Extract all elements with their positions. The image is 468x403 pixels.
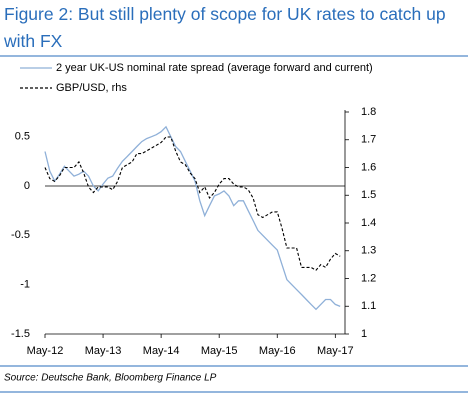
y-tick-label: -1 [20,279,30,291]
y2-tick-label: 1.4 [361,217,376,229]
legend-label: 2 year UK-US nominal rate spread (averag… [56,62,373,74]
y2-tick-label: 1.1 [361,300,376,312]
y-tick-label: 0 [24,180,30,192]
series-line [44,125,341,311]
series-line [44,136,341,271]
x-tick-label: May-15 [201,345,238,357]
legend-label: GBP/USD, rhs [56,82,127,94]
x-tick-label: May-13 [85,345,122,357]
chart-title-line: Figure 2: But still plenty of scope for … [4,4,446,24]
y2-tick-label: 1.3 [361,245,376,257]
y2-tick-label: 1.2 [361,272,376,284]
y-tick-label: -1.5 [11,328,30,340]
y-tick-label: 0.5 [15,131,30,143]
y-tick-label: -0.5 [11,229,30,241]
source-note: Source: Deutsche Bank, Bloomberg Finance… [4,373,217,384]
y2-tick-label: 1.8 [361,106,376,118]
x-tick-label: May-12 [27,345,64,357]
chart-title-line: with FX [3,31,63,51]
y2-tick-label: 1.7 [361,134,376,146]
y2-tick-label: 1.5 [361,189,376,201]
y2-tick-label: 1.6 [361,161,376,173]
x-tick-label: May-16 [259,345,296,357]
y2-tick-label: 1 [361,328,367,340]
x-tick-label: May-14 [143,345,180,357]
x-tick-label: May-17 [317,345,354,357]
